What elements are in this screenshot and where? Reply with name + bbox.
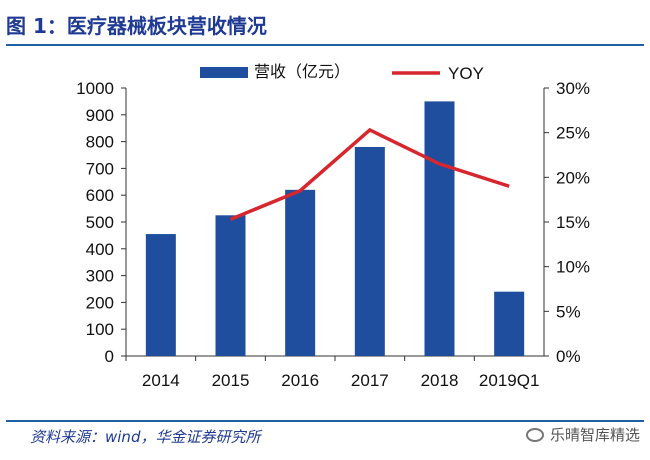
axes: 0 100 200 300 400 500 600 700 800 900 1000 0% 5% 10% 1… bbox=[76, 79, 590, 390]
left-tick-label: 900 bbox=[86, 106, 114, 125]
right-tick-label: 5% bbox=[556, 302, 581, 321]
revenue-bar bbox=[215, 215, 246, 356]
watermark: 乐晴智库精选 bbox=[525, 424, 640, 445]
right-tick-label: 30% bbox=[556, 79, 590, 98]
left-tick-label: 400 bbox=[86, 240, 114, 259]
page-title: 图 1：医疗器械板块营收情况 bbox=[6, 14, 267, 38]
revenue-bar bbox=[494, 291, 525, 356]
legend: 营收（亿元） YOY bbox=[200, 63, 484, 83]
watermark-text: 乐晴智库精选 bbox=[549, 426, 640, 444]
right-tick-label: 10% bbox=[556, 258, 590, 277]
revenue-yoy-chart: 营收（亿元） YOY 0 100 200 300 400 500 600 700 800 900 10… bbox=[76, 63, 590, 390]
legend-label-yoy: YOY bbox=[448, 64, 484, 83]
legend-label-revenue: 营收（亿元） bbox=[254, 63, 350, 81]
x-tick-label: 2015 bbox=[212, 371, 250, 390]
bottom-divider bbox=[6, 420, 644, 422]
wechat-logo-icon bbox=[525, 427, 544, 442]
left-tick-label: 700 bbox=[86, 159, 114, 178]
top-divider bbox=[6, 44, 644, 46]
x-tick-label: 2016 bbox=[281, 371, 319, 390]
source-note: 资料来源：wind，华金证券研究所 bbox=[30, 428, 261, 446]
legend-swatch-revenue bbox=[200, 67, 248, 78]
x-tick-label: 2017 bbox=[351, 371, 389, 390]
revenue-bar bbox=[145, 234, 176, 356]
x-tick-label: 2019Q1 bbox=[479, 371, 540, 390]
right-tick-label: 15% bbox=[556, 213, 590, 232]
x-tick-label: 2014 bbox=[142, 371, 180, 390]
revenue-bar bbox=[285, 189, 316, 356]
left-tick-label: 800 bbox=[86, 133, 114, 152]
yoy-line-series bbox=[229, 127, 510, 221]
left-tick-label: 200 bbox=[86, 293, 114, 312]
right-tick-label: 25% bbox=[556, 124, 590, 143]
bar-series bbox=[145, 101, 525, 357]
right-tick-label: 20% bbox=[556, 168, 590, 187]
revenue-bar bbox=[354, 146, 385, 356]
left-tick-label: 1000 bbox=[76, 79, 114, 98]
revenue-bar bbox=[424, 101, 455, 357]
yoy-line bbox=[229, 127, 510, 221]
x-tick-label: 2018 bbox=[421, 371, 459, 390]
left-tick-label: 100 bbox=[86, 320, 114, 339]
left-tick-label: 0 bbox=[105, 347, 114, 366]
right-tick-label: 0% bbox=[556, 347, 581, 366]
left-tick-label: 600 bbox=[86, 186, 114, 205]
left-tick-label: 300 bbox=[86, 267, 114, 286]
left-tick-label: 500 bbox=[86, 213, 114, 232]
